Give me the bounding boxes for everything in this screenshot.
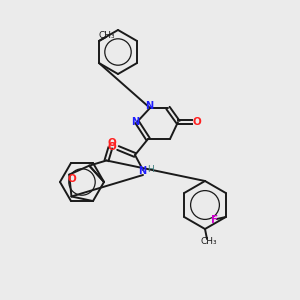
Text: H: H: [147, 164, 153, 173]
Text: CH₃: CH₃: [99, 32, 115, 40]
Text: O: O: [108, 142, 116, 152]
Text: O: O: [193, 117, 201, 127]
Text: O: O: [68, 174, 76, 184]
Text: F: F: [211, 215, 218, 225]
Text: N: N: [145, 101, 153, 111]
Text: O: O: [108, 138, 117, 148]
Text: N: N: [138, 166, 146, 176]
Text: CH₃: CH₃: [201, 236, 217, 245]
Text: N: N: [131, 117, 139, 127]
